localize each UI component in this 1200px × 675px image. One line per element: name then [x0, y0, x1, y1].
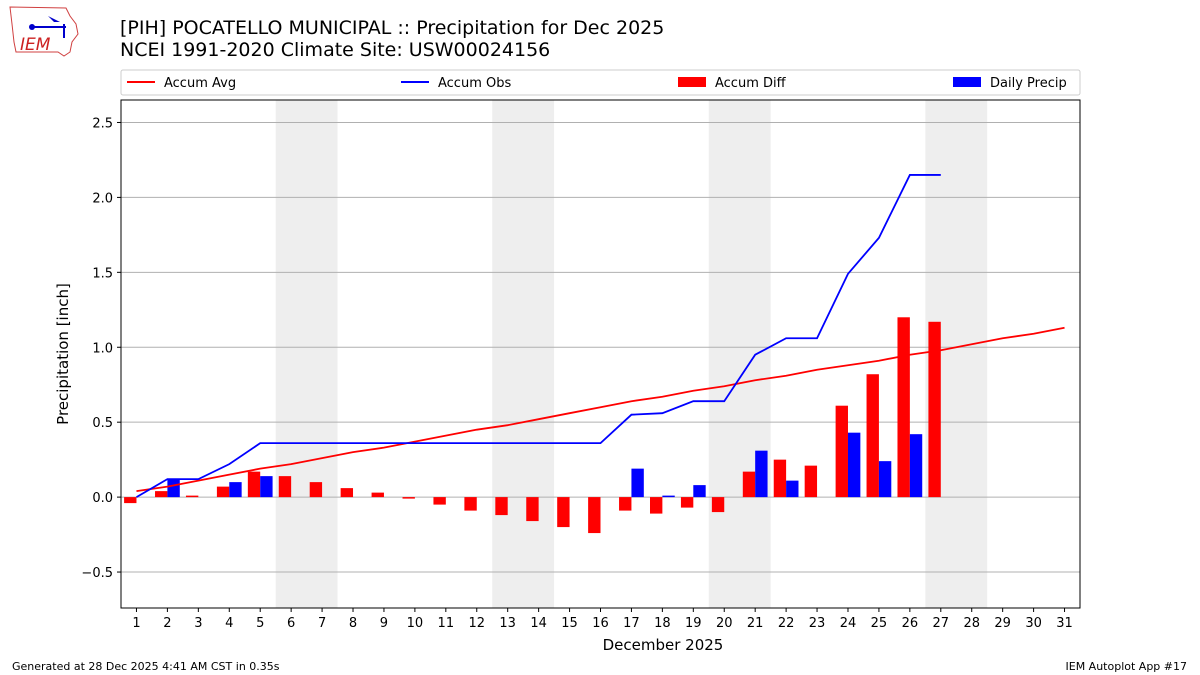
generated-note: Generated at 28 Dec 2025 4:41 AM CST in … [12, 660, 280, 673]
accum-diff-bar [804, 465, 818, 498]
legend-label: Accum Diff [715, 76, 787, 91]
accum-diff-bar [278, 476, 292, 498]
x-tick-label: 21 [747, 616, 764, 631]
y-axis-label: Precipitation [inch] [54, 283, 72, 425]
y-tick-label: 1.0 [92, 341, 113, 356]
x-tick-label: 16 [592, 616, 609, 631]
x-tick-label: 11 [438, 616, 455, 631]
x-tick-label: 13 [499, 616, 516, 631]
accum-diff-bar [124, 497, 137, 504]
weekend-shade [275, 100, 338, 608]
y-tick-label: 1.5 [92, 266, 113, 281]
x-tick-label: 14 [530, 616, 547, 631]
daily-precip-bar [229, 482, 242, 498]
x-tick-label: 19 [685, 616, 702, 631]
accum-diff-bar [742, 471, 756, 498]
x-tick-label: 29 [994, 616, 1011, 631]
weekend-shade [492, 100, 555, 608]
accum-diff-bar [897, 317, 910, 498]
accum-diff-bar [773, 459, 787, 498]
accum-diff-bar [649, 497, 663, 514]
accum-diff-bar [247, 471, 261, 498]
daily-precip-bar [693, 485, 706, 498]
chart-title: [PIH] POCATELLO MUNICIPAL :: Precipitati… [120, 17, 665, 39]
daily-precip-bar [909, 434, 923, 498]
x-tick-label: 2 [163, 616, 171, 631]
accum-diff-bar [433, 497, 446, 505]
x-tick-label: 27 [933, 616, 950, 631]
accum-avg-line [136, 326, 1065, 493]
accum-diff-bar [464, 497, 477, 511]
x-tick-label: 28 [963, 616, 980, 631]
accum-diff-bar [711, 497, 725, 513]
daily-precip-bar [755, 450, 768, 498]
x-tick-label: 5 [256, 616, 264, 631]
accum-diff-bar [155, 491, 168, 498]
x-tick-label: 25 [871, 616, 888, 631]
y-tick-label: 0.5 [92, 416, 113, 431]
x-tick-label: 22 [778, 616, 795, 631]
accum-diff-bar [619, 497, 632, 511]
x-tick-label: 8 [349, 616, 357, 631]
daily-precip-bar [631, 468, 644, 498]
accum-diff-bar [495, 497, 508, 516]
legend [120, 69, 1081, 96]
x-tick-label: 6 [287, 616, 295, 631]
x-tick-label: 18 [654, 616, 671, 631]
x-tick-label: 3 [194, 616, 202, 631]
accum-diff-bar [526, 497, 539, 522]
accum-diff-bar [371, 492, 384, 498]
daily-precip-bar [878, 461, 892, 498]
x-tick-label: 23 [809, 616, 826, 631]
x-tick-label: 26 [902, 616, 919, 631]
accum-diff-bar [402, 497, 415, 499]
daily-precip-bar [662, 495, 675, 498]
legend-label: Daily Precip [990, 76, 1067, 91]
app-note: IEM Autoplot App #17 [1065, 660, 1188, 673]
legend-bar-swatch [678, 77, 706, 87]
accum-diff-bar [557, 497, 570, 528]
accum-diff-bar [835, 405, 848, 498]
daily-precip-bar [847, 432, 861, 498]
x-tick-label: 7 [318, 616, 326, 631]
x-tick-label: 12 [468, 616, 485, 631]
x-axis-label: December 2025 [603, 636, 724, 654]
accum-diff-bar [340, 488, 354, 498]
accum-obs-line [136, 174, 941, 498]
legend-label: Accum Avg [164, 76, 236, 91]
accum-diff-bar [309, 482, 323, 498]
x-tick-label: 1 [132, 616, 140, 631]
x-tick-label: 30 [1025, 616, 1042, 631]
iem-logo: IEM [8, 4, 80, 62]
legend-label: Accum Obs [438, 76, 511, 91]
y-tick-label: 2.5 [92, 116, 113, 131]
chart-subtitle: NCEI 1991-2020 Climate Site: USW00024156 [120, 39, 551, 61]
y-tick-label: 0.0 [92, 491, 113, 506]
accum-diff-bar [866, 374, 879, 498]
x-tick-label: 4 [225, 616, 233, 631]
accum-diff-bar [680, 497, 694, 508]
weekend-shade [708, 100, 771, 608]
x-tick-label: 15 [561, 616, 578, 631]
accum-diff-bar [216, 486, 230, 498]
logo-text: IEM [20, 35, 51, 55]
daily-precip-bar [786, 480, 799, 498]
daily-precip-bar [167, 479, 180, 498]
y-tick-label: −0.5 [81, 566, 113, 581]
x-tick-label: 17 [623, 616, 640, 631]
daily-precip-bar [260, 476, 273, 498]
accum-diff-bar [185, 495, 199, 498]
legend-bar-swatch [953, 77, 981, 87]
x-tick-label: 9 [380, 616, 388, 631]
accum-diff-bar [928, 321, 941, 498]
accum-diff-bar [588, 497, 601, 534]
x-tick-label: 10 [407, 616, 424, 631]
x-tick-label: 20 [716, 616, 733, 631]
x-tick-label: 31 [1056, 616, 1073, 631]
x-tick-label: 24 [840, 616, 857, 631]
y-tick-label: 2.0 [92, 191, 113, 206]
